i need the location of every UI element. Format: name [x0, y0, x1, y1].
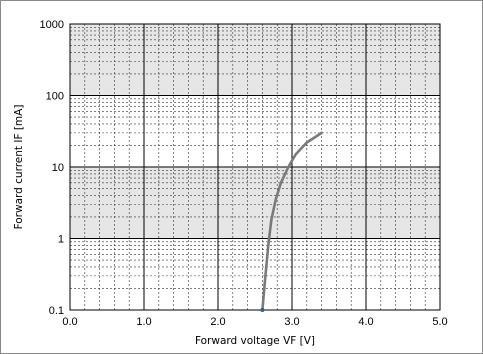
x-tick-label: 5.0	[432, 316, 447, 328]
y-tick-label: 100	[46, 91, 64, 103]
shaded-band-0	[70, 167, 440, 239]
y-tick-label: 10	[52, 162, 64, 174]
x-tick-label: 2.0	[210, 316, 225, 328]
y-tick-label: 1000	[40, 19, 64, 31]
x-axis-label: Forward voltage VF [V]	[195, 335, 315, 347]
y-axis-label: Forward current IF [mA]	[13, 105, 25, 230]
x-tick-label: 1.0	[136, 316, 151, 328]
x-tick-label: 3.0	[284, 316, 299, 328]
curve-start-point	[260, 308, 265, 312]
x-tick-labels: 0.0 1.0 2.0 3.0 4.0 5.0	[62, 316, 447, 328]
shaded-band-1	[70, 24, 440, 96]
shaded-bands	[70, 24, 440, 239]
plot-area-border	[69, 23, 441, 311]
minor-grid	[70, 24, 440, 310]
curve-layer	[260, 131, 323, 312]
y-tick-label: 1	[58, 234, 64, 246]
y-tick-label: 0.1	[49, 305, 64, 317]
x-tick-label: 4.0	[358, 316, 373, 328]
if-vf-curve-0	[261, 131, 323, 312]
x-tick-label: 0.0	[62, 316, 77, 328]
y-tick-labels: 0.1 1 10 100 1000	[40, 19, 64, 317]
